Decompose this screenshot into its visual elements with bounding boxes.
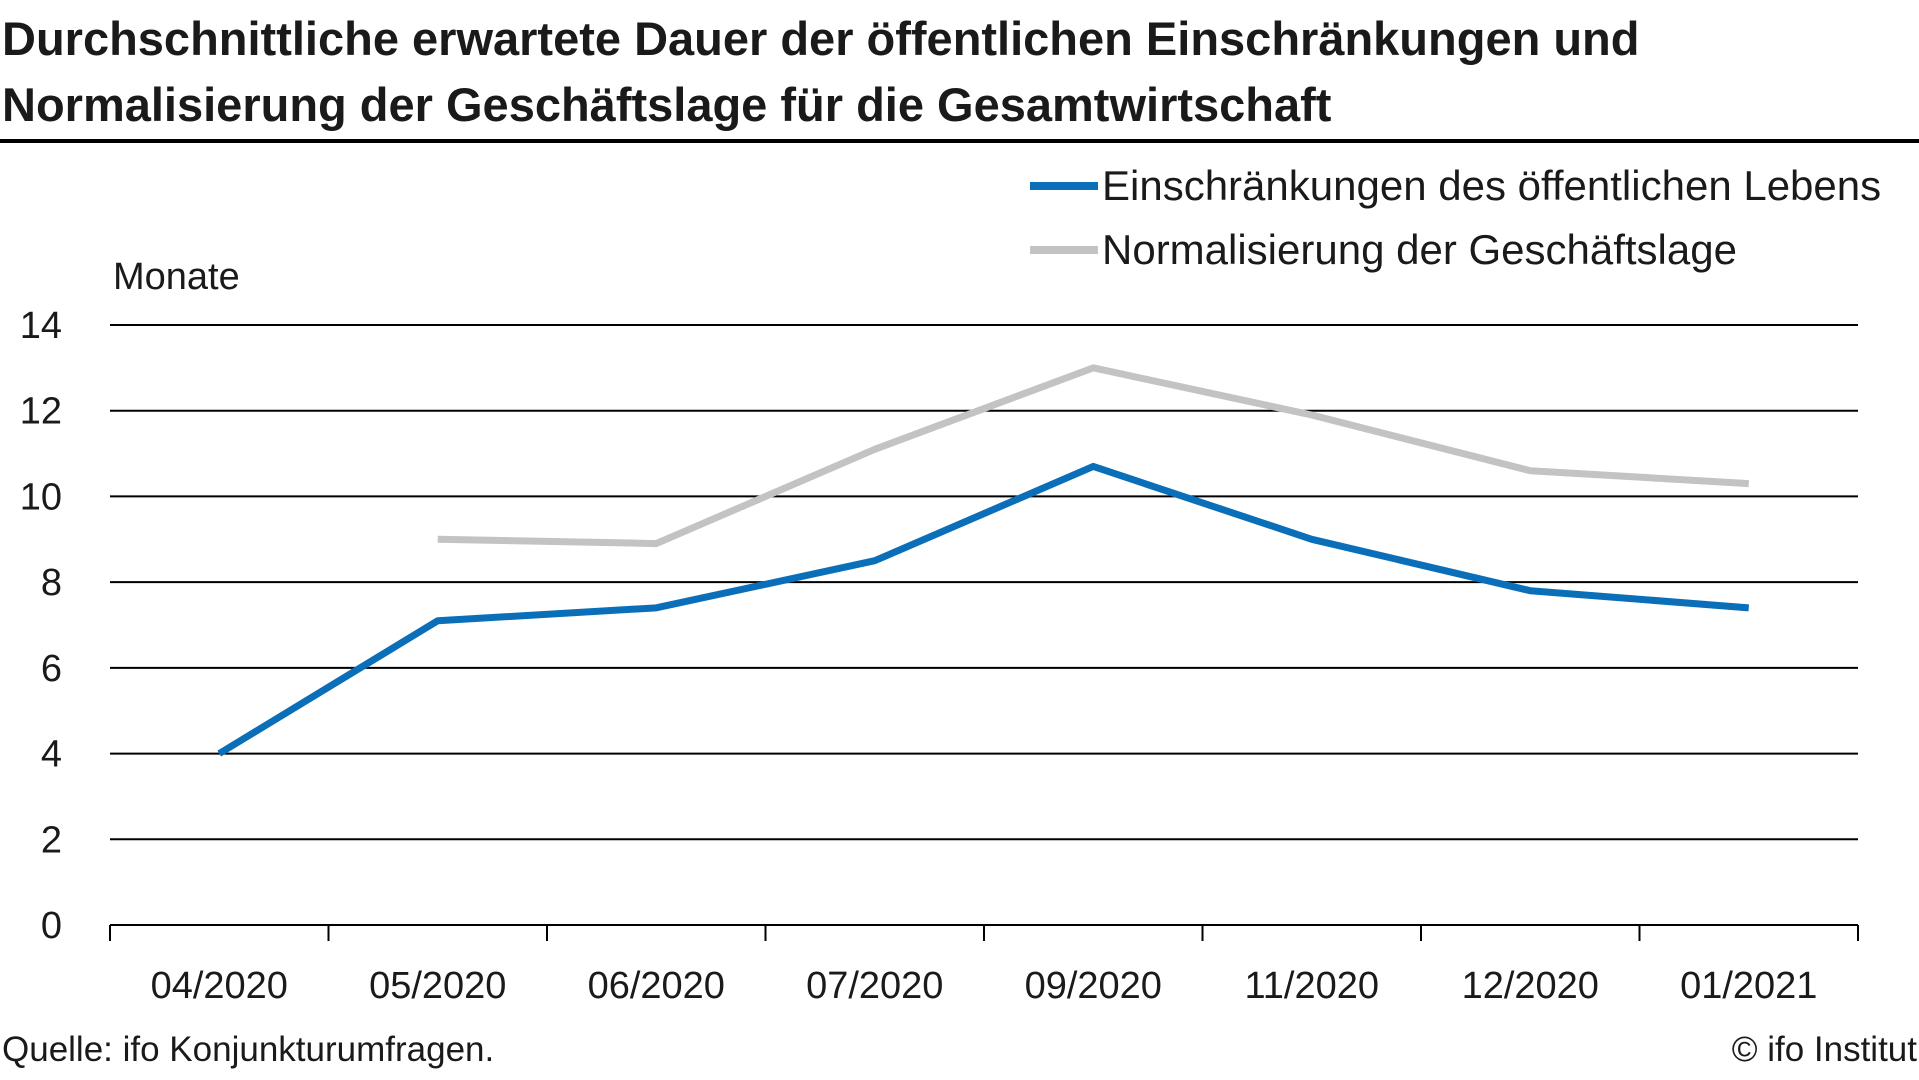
- legend: Einschränkungen des öffentlichen Lebens N…: [1030, 162, 1881, 273]
- y-tick-label-14: 14: [20, 305, 62, 347]
- x-axis-ticks: 04/2020 05/2020 06/2020 07/2020 09/2020 11/20…: [151, 965, 1818, 1007]
- legend-label-1: Einschränkungen des öffentlichen Lebens: [1102, 162, 1881, 209]
- y-tick-label-0: 0: [41, 905, 62, 947]
- x-tick-label-04-2020: 04/2020: [151, 965, 288, 1007]
- copyright-note: © ifo Institut: [1731, 1030, 1917, 1069]
- x-tick-label-05-2020: 05/2020: [369, 965, 506, 1007]
- series-lines: [217, 364, 1750, 757]
- y-tick-label-6: 6: [41, 648, 62, 690]
- x-tick-label-09-2020: 09/2020: [1025, 965, 1162, 1007]
- y-tick-label-2: 2: [41, 819, 62, 861]
- x-tick-label-01-2021: 01/2021: [1680, 965, 1817, 1007]
- x-tick-label-11-2020: 11/2020: [1244, 965, 1379, 1007]
- series-line-1: [217, 462, 1750, 757]
- y-tick-label-8: 8: [41, 562, 62, 604]
- source-note: Quelle: ifo Konjunkturumfragen.: [2, 1030, 495, 1069]
- chart-title: Durchschnittliche erwartete Dauer der öf…: [2, 12, 1640, 131]
- y-tick-label-4: 4: [41, 734, 62, 776]
- y-axis-ticks: 0 2 4 6 8 10 12 14: [20, 305, 62, 947]
- y-axis-label: Monate: [113, 256, 240, 298]
- gridlines: [110, 324, 1858, 841]
- y-tick-label-10: 10: [20, 476, 62, 518]
- x-tick-label-06-2020: 06/2020: [588, 965, 725, 1007]
- x-tick-label-12-2020: 12/2020: [1462, 965, 1599, 1007]
- y-tick-label-12: 12: [20, 391, 62, 433]
- series-line-2: [437, 364, 1749, 548]
- x-axis: [109, 924, 1859, 941]
- legend-label-2: Normalisierung der Geschäftslage: [1102, 226, 1737, 273]
- x-tick-label-07-2020: 07/2020: [806, 965, 943, 1007]
